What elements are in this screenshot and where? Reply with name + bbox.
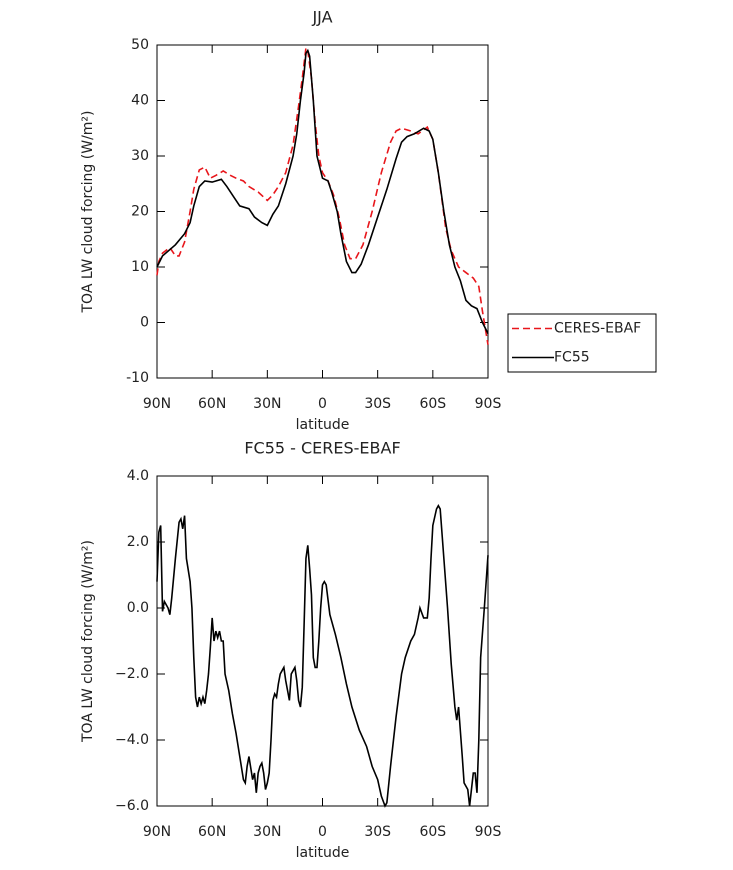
x-tick-label: 30S bbox=[364, 824, 391, 840]
x-tick-label: 90N bbox=[143, 824, 171, 840]
y-tick-label: −6.0 bbox=[115, 798, 149, 814]
legend-label: CERES-EBAF bbox=[554, 321, 641, 337]
y-tick-label: 30 bbox=[131, 148, 149, 164]
x-axis-label: latitude bbox=[296, 845, 350, 861]
x-tick-label: 30S bbox=[364, 396, 391, 412]
x-tick-label: 60S bbox=[419, 824, 446, 840]
y-tick-label: 20 bbox=[131, 204, 149, 220]
x-tick-label: 60N bbox=[198, 824, 226, 840]
x-tick-label: 60N bbox=[198, 396, 226, 412]
y-tick-label: 0.0 bbox=[127, 600, 149, 616]
data-line bbox=[156, 45, 489, 345]
y-tick-label: 40 bbox=[131, 93, 149, 109]
chart-title: JJA bbox=[311, 8, 332, 27]
x-tick-label: 90N bbox=[143, 396, 171, 412]
data-line bbox=[156, 504, 489, 808]
legend-label: FC55 bbox=[554, 350, 590, 366]
x-tick-label: 0 bbox=[318, 396, 327, 412]
y-axis-label: TOA LW cloud forcing (W/m²) bbox=[80, 540, 96, 743]
data-line bbox=[156, 48, 489, 334]
plot-frame bbox=[156, 475, 489, 807]
y-tick-label: −2.0 bbox=[115, 666, 149, 682]
chart-title: FC55 - CERES-EBAF bbox=[244, 439, 400, 458]
plot-frame bbox=[156, 44, 489, 379]
x-axis-label: latitude bbox=[296, 417, 350, 433]
y-tick-label: −4.0 bbox=[115, 732, 149, 748]
x-tick-label: 60S bbox=[419, 396, 446, 412]
legend-box bbox=[507, 313, 657, 373]
y-tick-label: 4.0 bbox=[127, 468, 149, 484]
y-tick-label: 10 bbox=[131, 259, 149, 275]
x-tick-label: 90S bbox=[475, 824, 502, 840]
x-tick-label: 0 bbox=[318, 824, 327, 840]
y-axis-label: TOA LW cloud forcing (W/m²) bbox=[80, 111, 96, 314]
y-tick-label: 0 bbox=[140, 315, 149, 331]
y-tick-label: -10 bbox=[126, 370, 149, 386]
x-tick-label: 30N bbox=[253, 396, 281, 412]
y-tick-label: 50 bbox=[131, 37, 149, 53]
x-tick-label: 30N bbox=[253, 824, 281, 840]
y-tick-label: 2.0 bbox=[127, 534, 149, 550]
x-tick-label: 90S bbox=[475, 396, 502, 412]
